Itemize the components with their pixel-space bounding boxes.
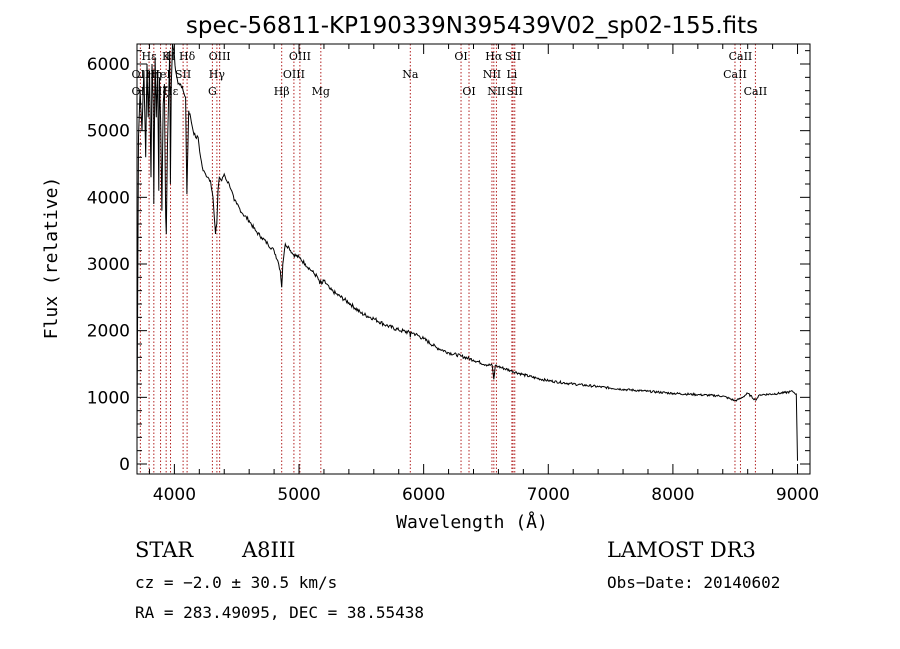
line-label: NII — [483, 68, 501, 81]
x-tick-label: 9000 — [776, 485, 819, 505]
y-tick-label: 1000 — [87, 388, 130, 408]
line-label: Hβ — [274, 85, 290, 98]
line-label: CaII — [744, 85, 768, 98]
redshift-velocity: cz = −2.0 ± 30.5 km/s — [135, 573, 338, 592]
line-label: OIII — [289, 50, 311, 63]
sky-coordinates: RA = 283.49095, DEC = 38.55438 — [135, 603, 424, 622]
plot-frame — [136, 43, 811, 475]
line-label: Hγ — [209, 68, 226, 81]
line-label: SII — [507, 85, 523, 98]
y-axis-label: Flux (relative) — [41, 177, 62, 340]
line-label: OIII — [283, 68, 305, 81]
chart-title: spec-56811-KP190339N395439V02_sp02-155.f… — [186, 13, 758, 39]
line-label: G — [208, 85, 217, 98]
line-label: OIII — [209, 50, 231, 63]
line-label: HeI — [150, 68, 170, 81]
line-label: OI — [462, 85, 475, 98]
line-label: OII — [132, 68, 150, 81]
y-tick-label: 2000 — [87, 322, 130, 342]
line-label: Hδ — [179, 50, 196, 63]
line-label: SII — [505, 50, 521, 63]
line-label: Hα — [485, 50, 503, 63]
object-subclass: A8III — [242, 538, 296, 562]
x-tick-label: 4000 — [153, 485, 196, 505]
line-label: CaII — [729, 50, 753, 63]
x-axis-ticks: 4000 5000 6000 7000 8000 9000 — [148, 44, 819, 505]
line-label: Li — [506, 68, 517, 81]
y-tick-label: 0 — [119, 455, 130, 475]
y-tick-label: 5000 — [87, 122, 130, 142]
line-label: Hε — [141, 50, 157, 63]
line-label: SII — [175, 68, 191, 81]
survey-name: LAMOST DR3 — [607, 538, 756, 562]
x-tick-label: 5000 — [277, 485, 320, 505]
observation-date: Obs−Date: 20140602 — [607, 573, 781, 592]
x-tick-label: 8000 — [651, 485, 694, 505]
line-label: Na — [402, 68, 419, 81]
x-tick-label: 6000 — [402, 485, 445, 505]
line-label: K — [162, 50, 171, 63]
x-tick-label: 7000 — [527, 485, 570, 505]
spectrum-line — [136, 43, 798, 461]
line-label: H — [166, 50, 176, 63]
object-class: STAR — [135, 538, 194, 562]
y-axis-ticks: 0 1000 2000 3000 4000 5000 6000 — [87, 50, 810, 475]
x-axis-label: Wavelength (Å) — [396, 511, 548, 533]
line-label: CaII — [723, 68, 747, 81]
line-label: OI — [454, 50, 467, 63]
marker-lines — [139, 44, 756, 474]
y-tick-label: 6000 — [87, 55, 130, 75]
line-label: Mg — [312, 85, 330, 98]
y-tick-label: 3000 — [87, 255, 130, 275]
y-tick-label: 4000 — [87, 188, 130, 208]
line-label: NII — [487, 85, 505, 98]
